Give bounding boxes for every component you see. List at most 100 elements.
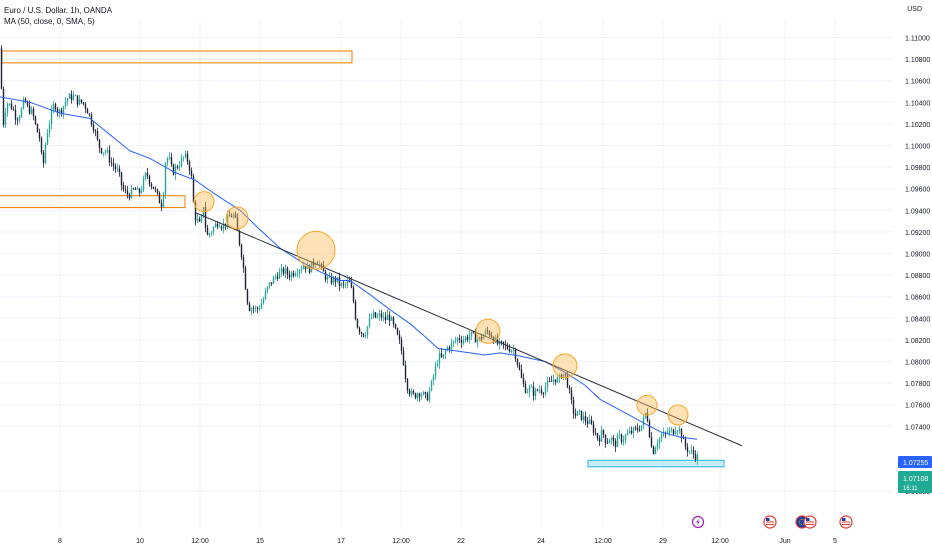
candle-body xyxy=(610,437,613,441)
candle-body xyxy=(42,152,45,164)
candle-body xyxy=(634,427,637,429)
candle-body xyxy=(608,440,611,444)
indicator-label[interactable]: MA (50, close, 0, SMA, 5) xyxy=(4,17,95,26)
y-tick-label: 1.10600 xyxy=(905,79,930,86)
touch-marker xyxy=(636,394,658,416)
candle-body xyxy=(516,359,519,366)
candle-body xyxy=(324,271,327,280)
candle-body xyxy=(106,150,109,152)
candle-body xyxy=(238,230,241,245)
candle-body xyxy=(412,390,415,394)
candle-body xyxy=(208,233,211,235)
touch-marker xyxy=(667,404,689,426)
y-tick-label: 1.09600 xyxy=(905,187,930,194)
candle-body xyxy=(542,393,545,395)
candle-body xyxy=(52,104,55,111)
candle-body xyxy=(454,340,457,342)
candle-body xyxy=(122,185,125,190)
candle-body xyxy=(10,103,13,110)
candle-body xyxy=(112,163,115,167)
candle-body xyxy=(484,330,487,336)
candle-body xyxy=(280,268,283,272)
candle-body xyxy=(344,284,347,285)
candle-body xyxy=(488,331,491,336)
y-tick-label: 1.08200 xyxy=(905,338,930,345)
candle-body xyxy=(270,282,273,284)
candle-body xyxy=(674,431,677,435)
candle-body xyxy=(150,184,153,187)
candle-body xyxy=(406,379,409,391)
chart-legend: Euro / U.S. Dollar, 1h, OANDA MA (50, cl… xyxy=(4,5,112,27)
candle-body xyxy=(66,98,69,102)
candle-body xyxy=(32,108,35,117)
candle-body xyxy=(394,323,397,329)
candle-body xyxy=(408,390,411,395)
candle-body xyxy=(156,189,159,194)
candle-body xyxy=(458,338,461,341)
candle-body xyxy=(510,350,513,352)
candle-body xyxy=(114,166,117,170)
candle-body xyxy=(182,156,185,158)
candle-body xyxy=(568,387,571,390)
candle-body xyxy=(38,132,41,139)
candle-body xyxy=(594,432,597,434)
candle-body xyxy=(552,379,555,382)
candle-body xyxy=(616,435,619,447)
candle-body xyxy=(420,394,423,397)
candle-body xyxy=(170,157,173,165)
candle-body xyxy=(318,264,321,265)
candle-body xyxy=(376,316,379,318)
candle-body xyxy=(24,99,27,103)
candle-body xyxy=(562,373,565,379)
candle-body xyxy=(22,99,25,109)
candle-body xyxy=(690,450,693,452)
x-tick-label: 12:00 xyxy=(711,538,729,545)
candle-body xyxy=(258,308,261,310)
candle-body xyxy=(278,271,281,279)
candle-body xyxy=(196,218,199,221)
candle-body xyxy=(326,276,329,280)
candle-body xyxy=(668,429,671,433)
candle-body xyxy=(482,335,485,340)
candle-body xyxy=(234,214,237,218)
candle-body xyxy=(660,435,663,439)
candle-body xyxy=(144,172,147,179)
candle-body xyxy=(424,392,427,394)
candle-body xyxy=(266,286,269,292)
candle-body xyxy=(96,131,99,140)
candle-body xyxy=(526,392,529,394)
symbol-title[interactable]: Euro / U.S. Dollar, 1h, OANDA xyxy=(4,6,113,15)
candle-body xyxy=(532,386,535,396)
y-tick-label: 1.10800 xyxy=(905,57,930,64)
candle-body xyxy=(554,379,557,383)
candle-body xyxy=(116,168,119,170)
candle-body xyxy=(216,223,219,227)
candle-body xyxy=(206,227,209,235)
candle-body xyxy=(186,153,189,162)
candle-body xyxy=(44,144,47,164)
candle-body xyxy=(148,175,151,185)
currency-label[interactable]: USD xyxy=(907,6,922,13)
candle-body xyxy=(524,383,527,393)
ma-price-label: 1.07255 xyxy=(903,460,928,467)
candle-body xyxy=(140,189,143,193)
candle-body xyxy=(578,410,581,412)
candle-body xyxy=(366,326,369,336)
candle-body xyxy=(314,263,317,266)
lightning-bolt xyxy=(696,518,700,526)
candle-body xyxy=(580,410,583,420)
candle-body xyxy=(684,438,687,447)
candle-body xyxy=(388,314,391,321)
candle-body xyxy=(666,432,669,434)
candle-body xyxy=(2,88,5,125)
candle-body xyxy=(154,188,157,190)
x-tick-label: 5 xyxy=(833,538,837,545)
candle-body xyxy=(110,162,113,164)
candle-body xyxy=(132,188,135,190)
candle-body xyxy=(226,215,229,226)
x-tick-label: 8 xyxy=(58,538,62,545)
candle-body xyxy=(670,429,673,431)
candle-body xyxy=(678,428,681,432)
